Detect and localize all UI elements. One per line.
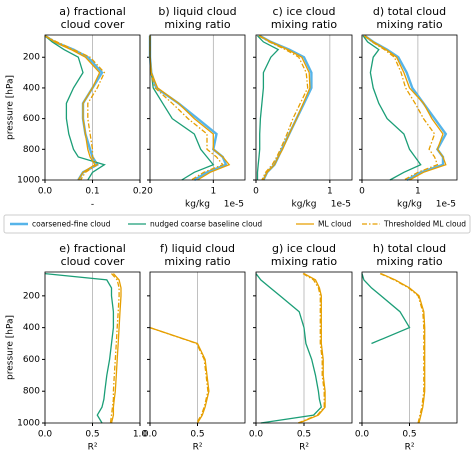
- x-tick-label: 0.5: [190, 430, 204, 440]
- y-axis-label: pressure [hPa]: [6, 315, 16, 380]
- x-tick-label: 0: [147, 187, 153, 197]
- series-line: [110, 273, 122, 424]
- x-axis-label: R²: [299, 443, 309, 452]
- panel-title: mixing ratio: [164, 18, 230, 31]
- series-line: [149, 35, 215, 181]
- x-tick-label: 1: [415, 187, 421, 197]
- axes-frame: [44, 271, 141, 424]
- y-tick-label: 200: [23, 53, 40, 63]
- x-offset: 1e-5: [436, 200, 456, 210]
- y-axis-label: pressure [hPa]: [6, 75, 16, 140]
- x-tick-label: 0: [253, 187, 259, 197]
- y-tick-label: 1000: [17, 176, 40, 186]
- series-line: [44, 35, 101, 181]
- series-line: [149, 326, 209, 424]
- panel-title: mixing ratio: [271, 18, 337, 31]
- x-tick-label: 0.5: [297, 430, 311, 440]
- axes-frame: [255, 34, 353, 181]
- y-tick-label: 800: [23, 145, 40, 155]
- x-axis-label: R²: [405, 443, 415, 452]
- x-tick-label: 0.0: [143, 430, 158, 440]
- panel-title: e) fractional: [59, 242, 126, 255]
- series-line: [258, 35, 309, 181]
- x-offset: 1e-5: [331, 200, 351, 210]
- x-axis-label: kg/kg: [185, 200, 210, 210]
- panel-title: d) total cloud: [373, 5, 446, 18]
- panel-title: f) liquid cloud: [160, 242, 235, 255]
- series-line: [259, 35, 311, 181]
- y-tick-label: 600: [23, 114, 40, 124]
- y-tick-label: 800: [23, 387, 40, 397]
- axes-frame: [361, 34, 458, 181]
- series-line: [44, 272, 115, 424]
- panel-title: h) total cloud: [373, 242, 446, 255]
- axes-frame: [149, 271, 246, 424]
- legend-label: coarsened-fine cloud: [32, 220, 111, 229]
- axes-frame: [255, 271, 353, 424]
- x-tick-label: 0.5: [402, 430, 416, 440]
- axes-frame: [44, 34, 141, 181]
- x-tick-label: 0.1: [85, 187, 99, 197]
- panel-title: mixing ratio: [271, 255, 337, 268]
- axes-frame: [149, 34, 246, 181]
- x-tick-label: 0: [359, 187, 365, 197]
- y-tick-label: 1000: [17, 419, 40, 429]
- x-axis-label: R²: [193, 443, 203, 452]
- series-line: [109, 273, 120, 424]
- series-line: [364, 35, 447, 181]
- panel-title: mixing ratio: [164, 255, 230, 268]
- series-line: [298, 273, 326, 424]
- series-line: [362, 35, 422, 181]
- x-tick-label: 0.5: [85, 430, 99, 440]
- axes-frame: [361, 271, 458, 424]
- legend-label: ML cloud: [318, 220, 352, 229]
- legend-label: nudged coarse baseline cloud: [150, 220, 262, 229]
- x-tick-label: 0.0: [38, 187, 53, 197]
- panel-title: cloud cover: [61, 18, 125, 31]
- panel-title: cloud cover: [61, 255, 125, 268]
- x-tick-label: 0.0: [355, 430, 370, 440]
- x-offset: 1e-5: [224, 200, 244, 210]
- panel-title: mixing ratio: [376, 18, 442, 31]
- series-line: [361, 273, 411, 345]
- panel-title: mixing ratio: [376, 255, 442, 268]
- y-tick-label: 400: [23, 83, 40, 93]
- x-axis-label: kg/kg: [292, 200, 317, 210]
- series-line: [255, 273, 323, 424]
- y-tick-label: 600: [23, 355, 40, 365]
- x-tick-label: 0.0: [249, 430, 264, 440]
- series-line: [148, 35, 228, 182]
- panel-title: a) fractional: [59, 5, 126, 18]
- x-axis-label: R²: [88, 443, 98, 452]
- panel-title: g) ice cloud: [272, 242, 336, 255]
- panel-title: b) liquid cloud: [158, 5, 236, 18]
- series-line: [297, 273, 325, 424]
- series-line: [149, 326, 210, 424]
- series-line: [44, 35, 106, 181]
- series-line: [379, 273, 425, 424]
- series-line: [364, 34, 448, 182]
- series-line: [44, 35, 106, 181]
- x-tick-label: 1: [210, 187, 216, 197]
- x-tick-label: 0.0: [38, 430, 53, 440]
- y-tick-label: 200: [23, 291, 40, 301]
- series-line: [149, 35, 224, 181]
- y-tick-label: 400: [23, 323, 40, 333]
- series-line: [256, 35, 280, 180]
- x-axis-label: -: [91, 200, 94, 210]
- x-tick-label: 1.0: [133, 430, 148, 440]
- legend-label: Thresholded ML cloud: [383, 220, 466, 229]
- x-axis-label: kg/kg: [397, 200, 422, 210]
- legend-box: [3, 214, 471, 234]
- x-tick-label: 0.2: [133, 187, 147, 197]
- x-tick-label: 1: [327, 187, 333, 197]
- series-line: [259, 34, 313, 181]
- series-line: [363, 35, 439, 181]
- panel-title: c) ice cloud: [273, 5, 336, 18]
